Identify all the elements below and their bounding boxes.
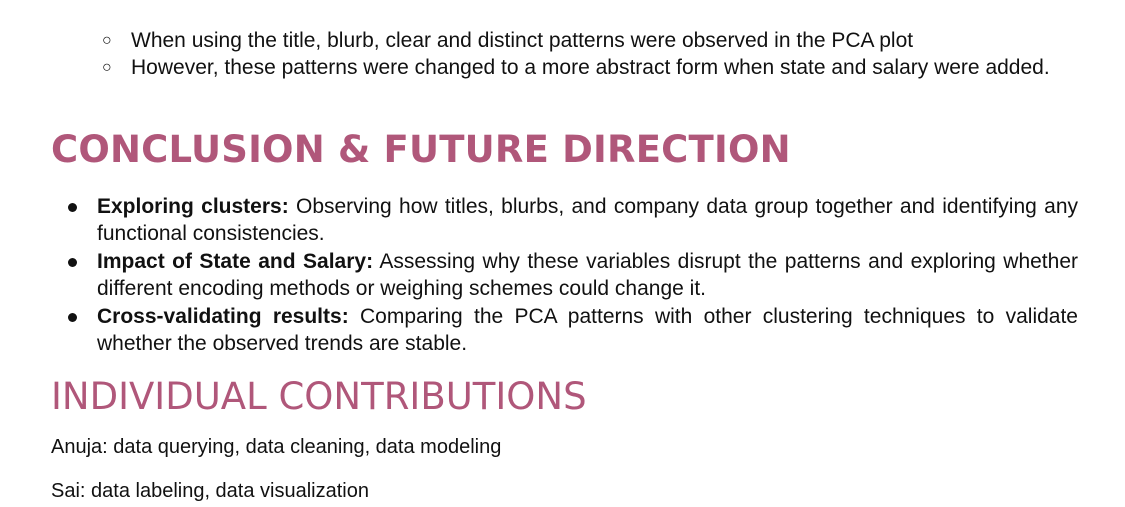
- contributions-heading: INDIVIDUAL CONTRIBUTIONS: [51, 375, 587, 418]
- conclusion-heading: CONCLUSION & FUTURE DIRECTION: [51, 128, 791, 171]
- contribution-line-anuja: Anuja: data querying, data cleaning, dat…: [51, 436, 502, 458]
- hollow-circle-bullet-icon: ○: [102, 32, 112, 49]
- conclusion-list: Exploring clusters: Observing how titles…: [66, 193, 1078, 358]
- contribution-line-sai: Sai: data labeling, data visualization: [51, 480, 369, 502]
- sub-bullet-text: When using the title, blurb, clear and d…: [131, 29, 914, 52]
- item-term: Exploring clusters:: [97, 195, 289, 218]
- item-text: Assessing why these variables disrupt th…: [97, 250, 1078, 300]
- sub-bullet-text: However, these patterns were changed to …: [131, 56, 1050, 79]
- sub-bullet-list: ○ When using the title, blurb, clear and…: [100, 27, 1078, 81]
- bullet-dot-icon: [68, 313, 77, 322]
- item-text: Observing how titles, blurbs, and compan…: [97, 195, 1078, 245]
- conclusion-item-exploring-clusters: Exploring clusters: Observing how titles…: [66, 193, 1078, 247]
- sub-bullet-item: ○ However, these patterns were changed t…: [100, 54, 1078, 81]
- sub-bullet-item: ○ When using the title, blurb, clear and…: [100, 27, 1078, 54]
- hollow-circle-bullet-icon: ○: [102, 59, 112, 76]
- item-text: Comparing the PCA patterns with other cl…: [97, 305, 1078, 355]
- conclusion-item-cross-validating: Cross-validating results: Comparing the …: [66, 303, 1078, 357]
- conclusion-item-impact-state-salary: Impact of State and Salary: Assessing wh…: [66, 248, 1078, 302]
- bullet-dot-icon: [68, 258, 77, 267]
- bullet-dot-icon: [68, 203, 77, 212]
- item-term: Cross-validating results:: [97, 305, 349, 328]
- item-term: Impact of State and Salary:: [97, 250, 374, 273]
